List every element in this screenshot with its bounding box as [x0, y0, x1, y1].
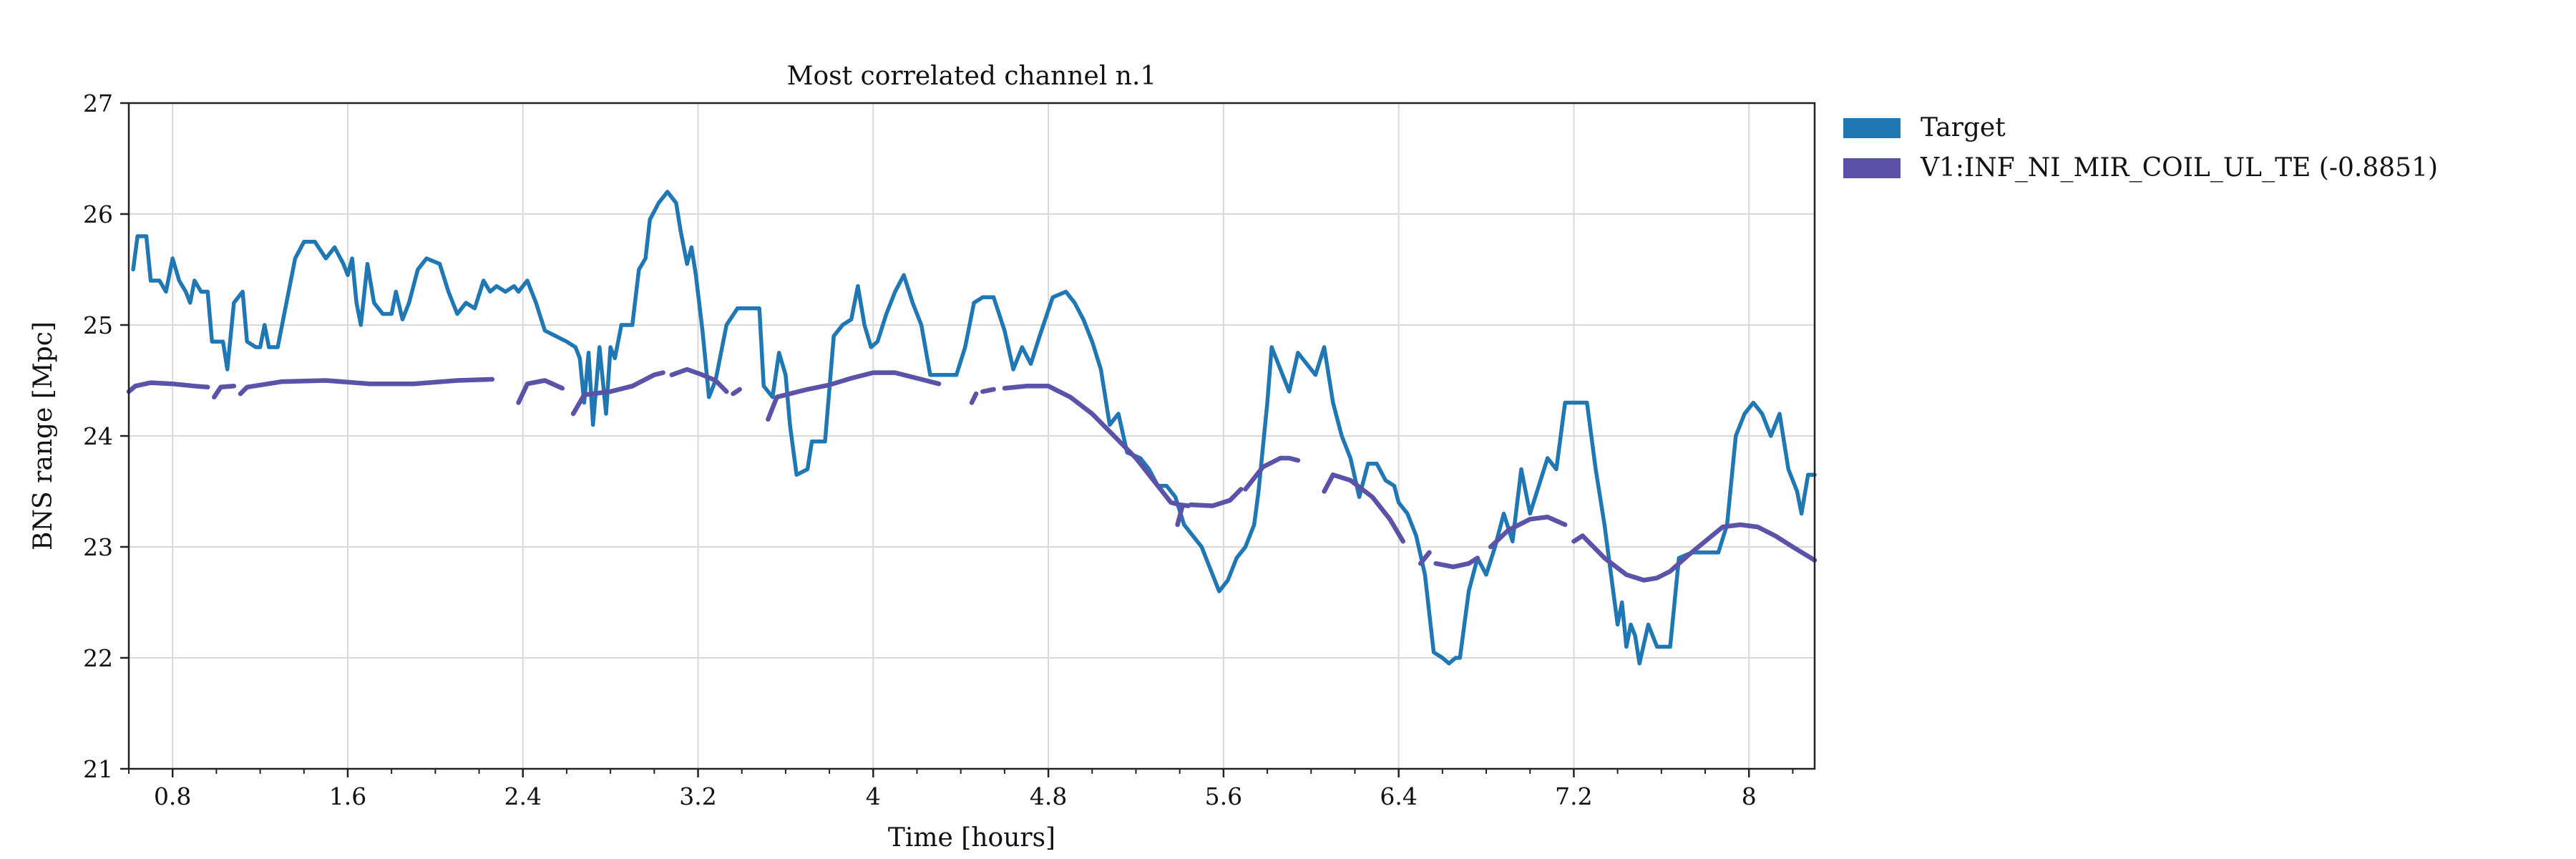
x-tick-label: 8 [1742, 782, 1757, 810]
series-line-segment [1243, 455, 1301, 492]
x-axis-title: Time [hours] [888, 823, 1055, 853]
series-line-segment [1418, 550, 1432, 566]
chart-title: Most correlated channel n.1 [787, 62, 1157, 91]
y-tick-label: 22 [83, 644, 113, 672]
series-line-segment [766, 370, 942, 422]
series-line-segment [669, 367, 729, 394]
series-1 [131, 190, 1817, 666]
x-tick-label: 2.4 [504, 782, 542, 810]
series-line-segment [1188, 487, 1244, 508]
y-tick-label: 25 [83, 311, 113, 339]
y-tick-label: 26 [83, 200, 113, 228]
legend-swatch [1843, 158, 1901, 178]
series-line-segment [1175, 505, 1184, 528]
legend: Target V1:INF_NI_MIR_COIL_UL_TE (-0.8851) [1843, 113, 2438, 183]
y-tick-label: 23 [83, 533, 113, 561]
series-line-segment [238, 377, 495, 397]
series-line-segment [1571, 522, 1818, 583]
series-line-segment [212, 384, 237, 399]
series-line-segment [126, 380, 210, 394]
series-line-segment [1002, 384, 1191, 508]
x-tick-label: 5.6 [1205, 782, 1242, 810]
series-2 [126, 367, 1818, 583]
y-tick-label: 21 [83, 755, 113, 783]
x-tick-label: 3.2 [679, 782, 716, 810]
series-line-segment [1322, 472, 1406, 544]
series-line-segment [731, 387, 742, 397]
series-line-segment [570, 370, 665, 417]
x-tick-label: 0.8 [154, 782, 191, 810]
series-line-segment [131, 190, 1817, 666]
y-tick-label: 27 [83, 89, 113, 117]
series-line-segment [980, 387, 996, 394]
x-tick-label: 6.4 [1380, 782, 1417, 810]
legend-label: Target [1921, 113, 2006, 142]
series-line-segment [1433, 555, 1480, 570]
y-tick-label: 24 [83, 422, 113, 450]
x-tick-label: 7.2 [1555, 782, 1592, 810]
legend-swatch [1843, 118, 1901, 138]
y-axis-title: BNS range [Mpc] [29, 321, 58, 550]
x-tick-label: 4 [866, 782, 881, 810]
legend-label: V1:INF_NI_MIR_COIL_UL_TE (-0.8851) [1920, 153, 2438, 183]
series-layer [126, 190, 1818, 666]
series-line-segment [516, 378, 565, 405]
axis-ticks: 0.8 1.6 2.4 3.2 4 4.8 5.6 6.4 7.2 8 21 22 23 24 25 26 27 [83, 89, 1794, 810]
x-tick-label: 1.6 [329, 782, 366, 810]
x-tick-label: 4.8 [1030, 782, 1067, 810]
series-line-segment [1488, 514, 1568, 550]
series-line-segment [969, 391, 979, 405]
